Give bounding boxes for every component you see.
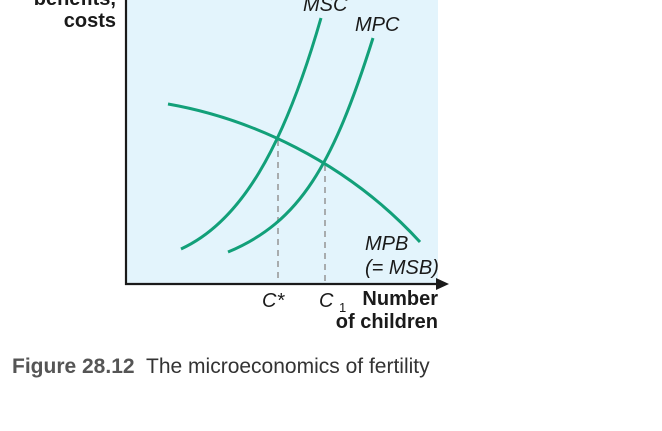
msc-label: MSC <box>303 0 348 16</box>
mpc-label: MPC <box>355 14 400 36</box>
mpc-curve <box>227 37 375 254</box>
x-axis-arrowhead <box>436 278 449 290</box>
y-axis-label-line-1: benefits, <box>34 0 116 10</box>
figure-caption: Figure 28.12 The microeconomics of ferti… <box>12 355 430 379</box>
c-star-tick-label: C* <box>262 290 285 312</box>
y-axis-label-line-2: costs <box>63 10 116 32</box>
mpb-curve <box>167 102 422 244</box>
figure-number: Figure 28.12 <box>12 355 135 378</box>
x-axis-label-line-1: Number <box>362 288 438 310</box>
c-one-tick-subscript: 1 <box>339 300 346 315</box>
mpb-label: MPB (= MSB) <box>365 233 439 279</box>
y-axis-label: benefits, costs <box>34 0 116 32</box>
msc-curve <box>180 17 323 251</box>
mpb-label-line-1: MPB <box>365 233 408 255</box>
x-axis-label: Number of children <box>328 288 438 334</box>
c-one-tick-label: C 1 <box>319 290 346 315</box>
mpb-label-line-2: (= MSB) <box>365 257 439 279</box>
figure-caption-text: The microeconomics of fertility <box>146 355 430 378</box>
c-one-tick-main: C <box>319 290 334 312</box>
x-axis-label-line-2: of children <box>335 311 438 333</box>
